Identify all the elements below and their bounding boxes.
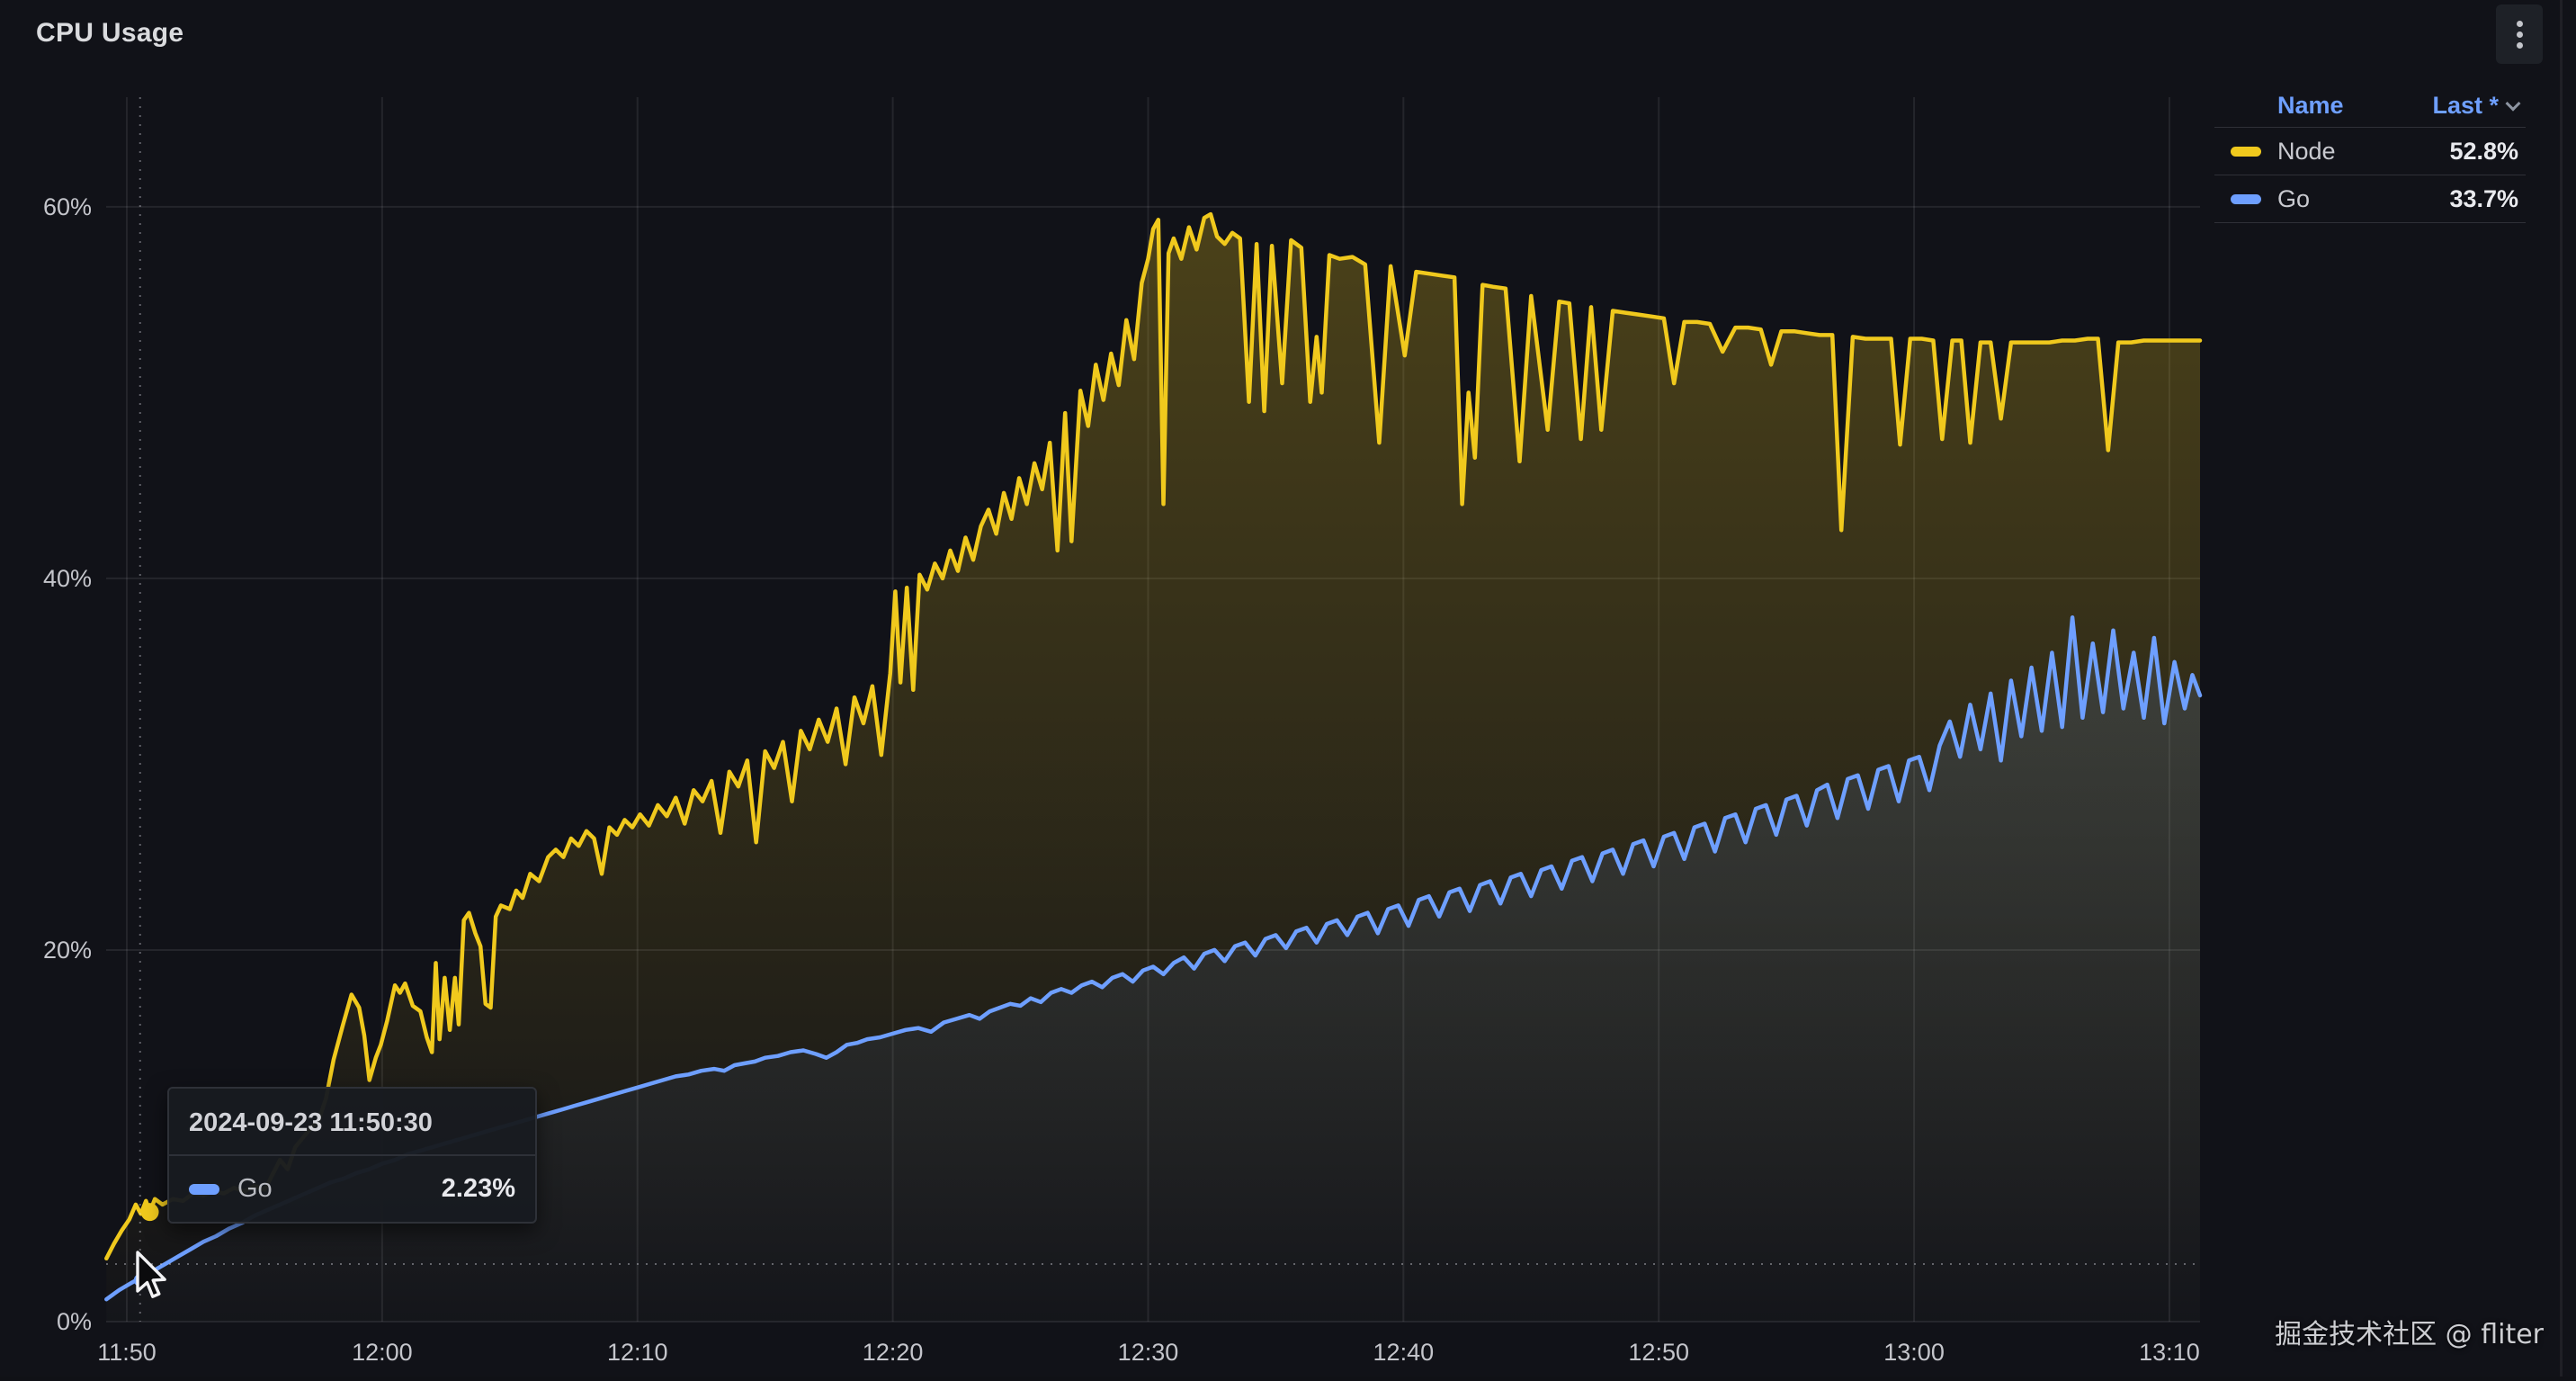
node-series-swatch: [2231, 147, 2261, 157]
legend-value: 33.7%: [2449, 185, 2518, 213]
legend-header-name[interactable]: Name: [2277, 92, 2344, 120]
panel-title: CPU Usage: [36, 18, 183, 49]
chevron-down-icon: [2506, 95, 2521, 111]
kebab-menu-icon: [2517, 42, 2523, 49]
hover-tooltip: 2024-09-23 11:50:30 Go 2.23%: [167, 1087, 537, 1224]
y-tick-label: 40%: [43, 565, 92, 592]
watermark-text: 掘金技术社区 @ fliter: [2275, 1312, 2544, 1351]
x-tick-label: 13:10: [2139, 1339, 2200, 1366]
panel-menu-button[interactable]: [2496, 4, 2543, 64]
go-series-swatch: [2231, 194, 2261, 204]
legend-row-node[interactable]: Node 52.8%: [2214, 128, 2526, 175]
tooltip-series-label: Go: [237, 1174, 273, 1204]
tooltip-timestamp: 2024-09-23 11:50:30: [169, 1089, 535, 1154]
legend-value: 52.8%: [2449, 138, 2518, 166]
kebab-menu-icon: [2517, 21, 2523, 27]
node-hover-point: [141, 1203, 159, 1221]
legend-row-go[interactable]: Go 33.7%: [2214, 175, 2526, 223]
y-tick-label: 0%: [57, 1308, 92, 1335]
tooltip-series-value: 2.23%: [442, 1174, 515, 1204]
x-tick-label: 11:50: [97, 1339, 157, 1366]
go-series-swatch: [189, 1184, 219, 1195]
legend-table: Name Last * Node 52.8% Go 33.7%: [2214, 85, 2526, 223]
legend-label: Go: [2277, 185, 2310, 213]
x-tick-label: 12:50: [1628, 1339, 1689, 1366]
scrollbar-track[interactable]: [2560, 0, 2563, 1377]
y-tick-label: 20%: [43, 937, 92, 964]
x-tick-label: 12:40: [1373, 1339, 1435, 1366]
x-tick-label: 12:20: [863, 1339, 924, 1366]
x-tick-label: 12:00: [352, 1339, 413, 1366]
x-tick-label: 12:10: [607, 1339, 668, 1366]
x-tick-label: 13:00: [1883, 1339, 1945, 1366]
legend-header-row: Name Last *: [2214, 85, 2526, 128]
legend-label: Node: [2277, 138, 2336, 166]
mouse-cursor-icon: [135, 1251, 167, 1299]
kebab-menu-icon: [2517, 31, 2523, 38]
x-tick-label: 12:30: [1118, 1339, 1179, 1366]
legend-header-last[interactable]: Last *: [2432, 92, 2518, 120]
y-tick-label: 60%: [43, 193, 92, 220]
tooltip-series-row: Go 2.23%: [169, 1154, 535, 1222]
